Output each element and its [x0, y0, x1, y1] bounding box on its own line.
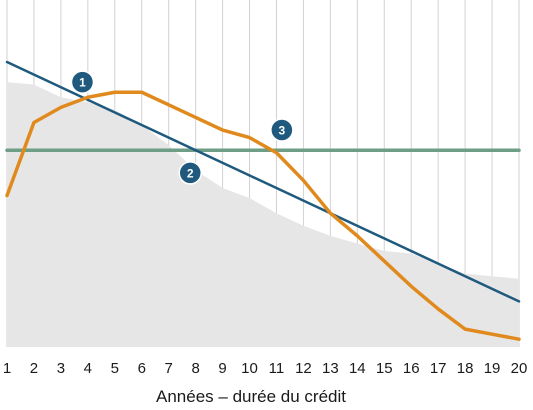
- x-tick-label-1: 1: [3, 360, 11, 377]
- marker-label-1: 1: [79, 76, 86, 90]
- x-tick-label-4: 4: [84, 360, 92, 377]
- x-tick-label-19: 19: [484, 360, 501, 377]
- marker-2: 2: [178, 161, 202, 185]
- x-tick-label-5: 5: [111, 360, 119, 377]
- x-tick-label-11: 11: [269, 360, 285, 377]
- x-tick-label-10: 10: [241, 360, 258, 377]
- series-line-blue: [5, 60, 521, 303]
- x-tick-label-2: 2: [30, 360, 38, 377]
- x-tick-label-14: 14: [349, 360, 366, 377]
- x-tick-label-8: 8: [191, 360, 199, 377]
- x-tick-label-7: 7: [165, 360, 173, 377]
- shaded-area: [7, 82, 519, 347]
- x-tick-label-20: 20: [511, 360, 528, 377]
- x-tick-label-3: 3: [57, 360, 65, 377]
- x-tick-label-6: 6: [138, 360, 146, 377]
- x-tick-label-18: 18: [457, 360, 474, 377]
- marker-circle-3: [270, 118, 294, 142]
- numbered-markers: 1 2 3: [70, 70, 294, 185]
- series-lines: [5, 60, 521, 341]
- marker-1: 1: [70, 70, 95, 94]
- marker-circle-2: [178, 161, 202, 185]
- x-axis-label: Années – durée du crédit: [156, 387, 346, 406]
- series-line-orange: [5, 90, 521, 341]
- x-tick-labels: 1 2 3 4 5 6 7 8 9 10 11 12 13 14 15 16 17 18 19 20: [3, 360, 528, 377]
- x-tick-label-15: 15: [376, 360, 393, 377]
- marker-label-2: 2: [187, 166, 194, 180]
- marker-circle-1: [70, 70, 95, 94]
- x-tick-label-12: 12: [295, 360, 312, 377]
- marker-label-3: 3: [279, 124, 286, 138]
- x-tick-label-17: 17: [430, 360, 447, 377]
- x-tick-label-13: 13: [322, 360, 339, 377]
- marker-3: 3: [270, 118, 294, 142]
- x-tick-label-9: 9: [218, 360, 226, 377]
- x-tick-label-16: 16: [403, 360, 420, 377]
